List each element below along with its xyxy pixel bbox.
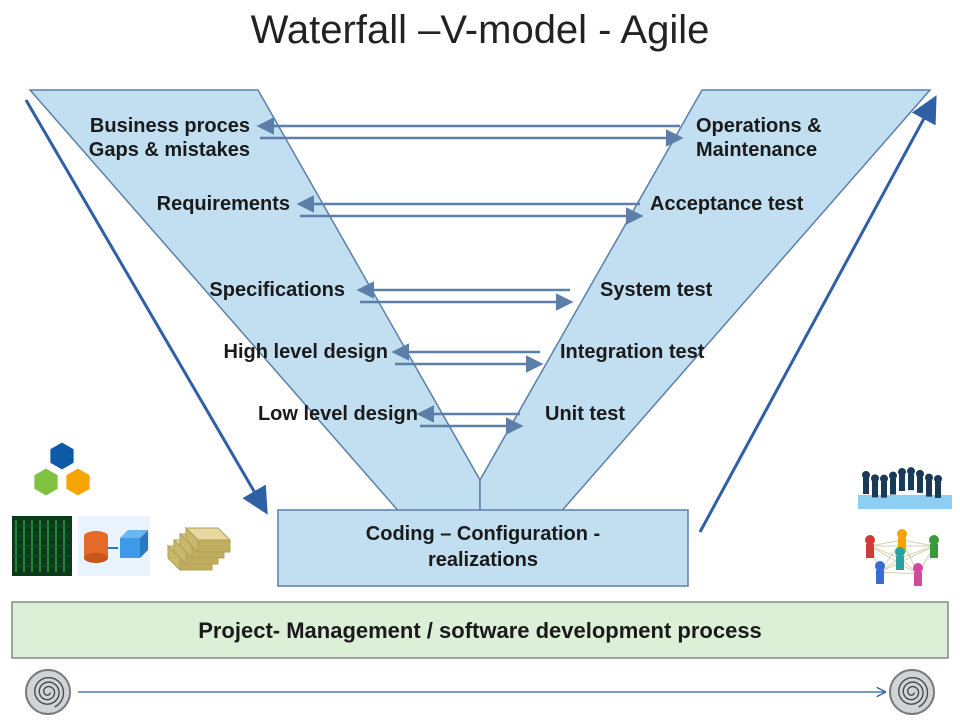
left-phase-4-line0: Low level design [258, 403, 418, 425]
footer [26, 670, 934, 714]
right-phase-3-line0: Integration test [560, 341, 705, 363]
deco-matrix-icon [12, 516, 72, 576]
left-phase-0-line0: Business proces [90, 115, 250, 137]
spiral-icon-1 [890, 670, 934, 714]
right-phase-4-line0: Unit test [545, 403, 625, 425]
right-phase-0-line1: Maintenance [696, 139, 817, 161]
deco-crowd-icon [858, 467, 952, 509]
spiral-icon-0 [26, 670, 70, 714]
bidir-arrow-2 [360, 290, 570, 302]
deco-hex-icon [34, 442, 90, 496]
left-phase-1-line0: Requirements [157, 193, 290, 215]
left-phase-0-line1: Gaps & mistakes [89, 139, 250, 161]
deco-right-icons [858, 467, 952, 586]
deco-layers-icon [168, 528, 230, 570]
right-phase-1-line0: Acceptance test [650, 193, 804, 215]
deco-left-icons [12, 442, 230, 576]
pm-bar-label: Project- Management / software developme… [198, 618, 762, 643]
deco-people-net-icon [865, 529, 939, 586]
left-phase-2-line0: Specifications [209, 279, 345, 301]
bidir-arrow-3 [395, 352, 540, 364]
coding-box-line2: realizations [428, 549, 538, 571]
coding-box-line1: Coding – Configuration - [366, 523, 600, 545]
v-model-diagram: Business procesGaps & mistakes Requiremen… [0, 0, 960, 720]
bidir-arrow-0 [260, 126, 680, 138]
deco-dbcube-icon [78, 516, 150, 576]
bidir-arrow-1 [300, 204, 640, 216]
right-phase-0-line0: Operations & [696, 115, 822, 137]
page-title: Waterfall –V-model - Agile [0, 8, 960, 53]
left-phase-3-line0: High level design [224, 341, 388, 363]
coding-box [278, 510, 688, 586]
right-phase-2-line0: System test [600, 279, 713, 301]
